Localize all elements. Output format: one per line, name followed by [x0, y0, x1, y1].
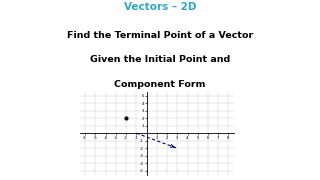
Text: Component Form: Component Form: [114, 80, 206, 89]
Text: Given the Initial Point and: Given the Initial Point and: [90, 55, 230, 64]
Text: Find the Terminal Point of a Vector: Find the Terminal Point of a Vector: [67, 31, 253, 40]
Text: Vectors – 2D: Vectors – 2D: [124, 2, 196, 12]
